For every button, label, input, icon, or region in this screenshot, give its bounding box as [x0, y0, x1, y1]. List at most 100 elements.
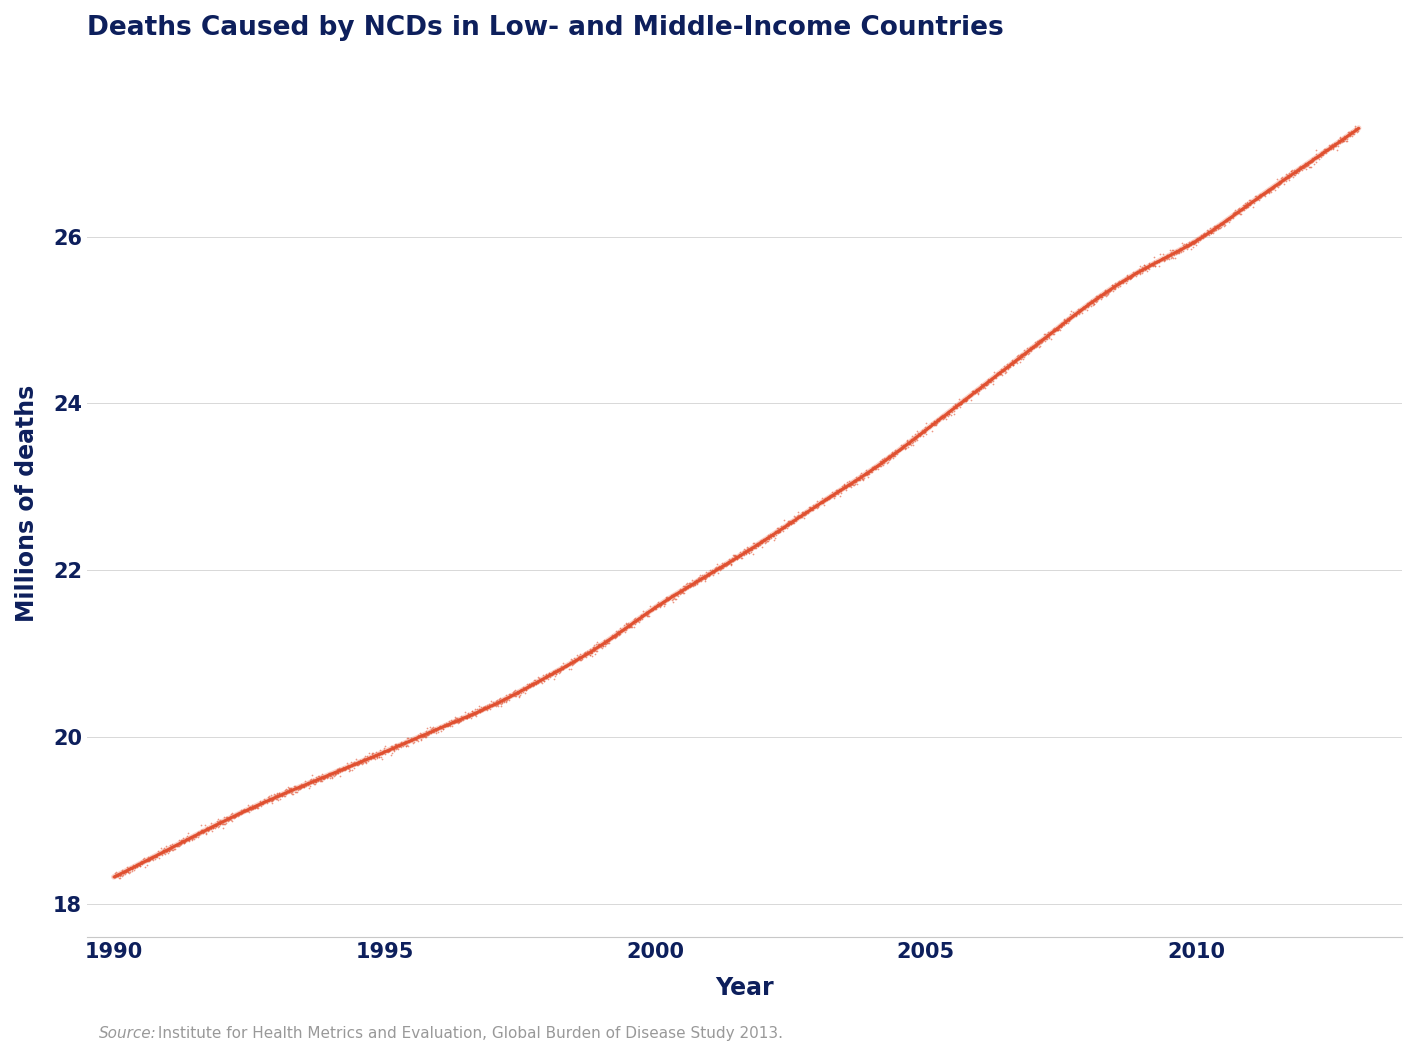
- Point: [682, 576, 704, 593]
- Point: [249, 796, 272, 813]
- Point: [961, 386, 983, 403]
- Point: [410, 727, 432, 744]
- Point: [241, 799, 264, 816]
- Point: [638, 604, 660, 620]
- Point: [794, 502, 816, 519]
- Point: [1005, 352, 1027, 369]
- Point: [1173, 239, 1196, 256]
- Point: [898, 433, 921, 450]
- Point: [828, 482, 850, 499]
- Point: [1275, 169, 1298, 186]
- Point: [446, 711, 469, 728]
- Point: [786, 511, 809, 527]
- Point: [252, 793, 275, 810]
- Point: [285, 780, 307, 797]
- Point: [452, 709, 475, 726]
- Point: [728, 544, 751, 561]
- Point: [975, 372, 998, 389]
- Point: [1022, 339, 1044, 356]
- Point: [913, 423, 935, 440]
- Point: [927, 412, 949, 429]
- Point: [704, 561, 727, 578]
- Point: [251, 794, 273, 811]
- Point: [1251, 186, 1274, 203]
- Point: [519, 679, 541, 696]
- Point: [526, 674, 548, 691]
- Point: [1291, 159, 1314, 175]
- Point: [969, 376, 992, 393]
- Point: [404, 730, 427, 747]
- Point: [215, 812, 238, 829]
- Point: [152, 847, 174, 864]
- Point: [779, 514, 802, 531]
- Text: Source:: Source:: [99, 1026, 157, 1041]
- Point: [445, 712, 468, 729]
- Point: [1210, 215, 1233, 231]
- Point: [357, 750, 380, 767]
- Point: [487, 693, 510, 710]
- Point: [258, 790, 281, 806]
- Point: [482, 697, 504, 713]
- Point: [461, 702, 483, 719]
- Point: [1070, 301, 1093, 318]
- Point: [1345, 122, 1367, 138]
- Point: [852, 471, 874, 488]
- Point: [427, 720, 449, 737]
- Point: [956, 389, 979, 406]
- Point: [261, 791, 283, 808]
- Point: [924, 415, 947, 432]
- Point: [370, 745, 393, 762]
- Point: [1241, 199, 1264, 216]
- Point: [1183, 234, 1206, 251]
- Point: [760, 530, 782, 546]
- Point: [387, 738, 410, 755]
- Point: [1342, 124, 1365, 141]
- Point: [1185, 230, 1207, 247]
- Point: [643, 600, 666, 617]
- Point: [1019, 340, 1041, 357]
- Point: [543, 666, 565, 683]
- Point: [1016, 342, 1039, 359]
- Point: [856, 466, 879, 483]
- Point: [1206, 218, 1229, 235]
- Point: [602, 627, 625, 644]
- Point: [544, 667, 567, 684]
- Point: [737, 542, 760, 559]
- Point: [680, 576, 703, 593]
- Point: [340, 757, 363, 774]
- Point: [996, 359, 1019, 376]
- Point: [310, 767, 333, 784]
- Point: [444, 713, 466, 730]
- Point: [458, 708, 480, 725]
- Point: [273, 784, 296, 801]
- Point: [444, 713, 466, 730]
- Point: [1029, 335, 1051, 352]
- Point: [629, 610, 652, 627]
- Point: [334, 760, 357, 777]
- Point: [554, 659, 577, 675]
- Point: [925, 413, 948, 430]
- Point: [1020, 338, 1043, 355]
- Point: [1169, 241, 1192, 258]
- Point: [574, 646, 597, 663]
- Point: [999, 355, 1022, 372]
- Point: [1224, 206, 1247, 223]
- Point: [370, 745, 393, 762]
- Point: [1046, 321, 1068, 338]
- Point: [222, 808, 245, 824]
- Point: [366, 746, 388, 763]
- Point: [947, 396, 969, 413]
- Point: [106, 868, 129, 885]
- Point: [237, 801, 259, 818]
- Point: [252, 794, 275, 811]
- Point: [173, 834, 196, 851]
- Point: [1037, 327, 1060, 344]
- Point: [242, 798, 265, 815]
- Point: [193, 823, 215, 840]
- Point: [972, 376, 995, 393]
- Point: [383, 742, 405, 759]
- Point: [514, 680, 537, 697]
- Point: [842, 474, 864, 490]
- Point: [701, 563, 724, 580]
- Point: [618, 616, 640, 633]
